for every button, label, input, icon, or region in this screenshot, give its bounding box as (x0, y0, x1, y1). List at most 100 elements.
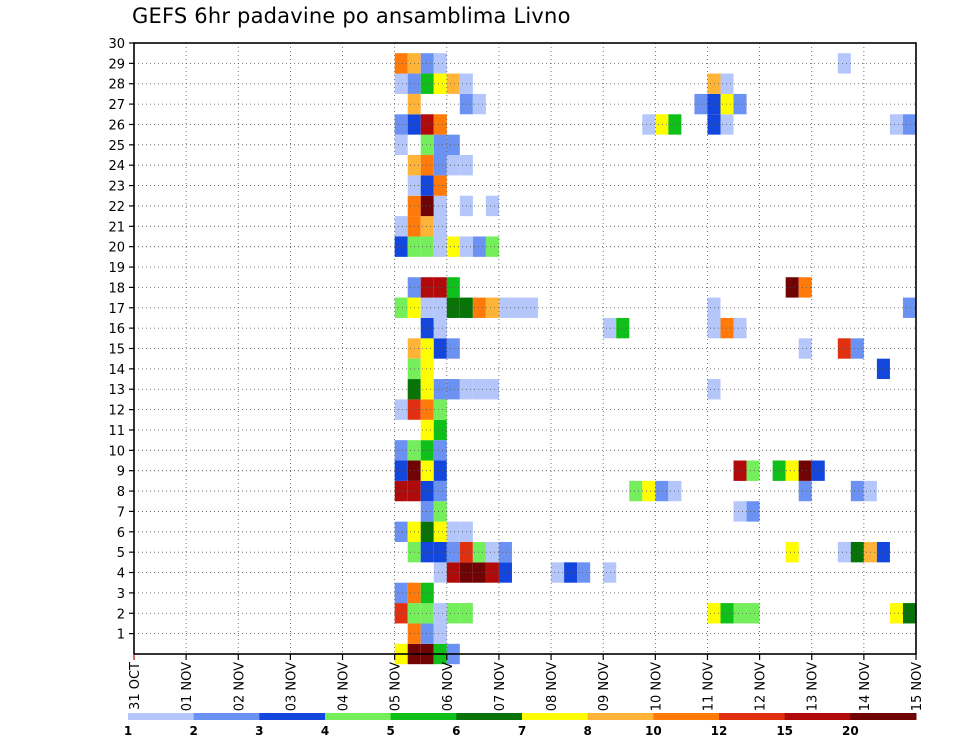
colorbar-swatch (653, 713, 720, 720)
heatmap-cell (785, 277, 799, 298)
colorbar-label: 2 (189, 724, 197, 738)
heatmap-cell (498, 297, 512, 318)
colorbar-swatch (456, 713, 523, 720)
heatmap-cell (472, 541, 486, 563)
colorbar-label: 12 (711, 724, 728, 738)
heatmap-cell (603, 562, 617, 583)
y-tick-label: 4 (117, 567, 125, 582)
heatmap-cell (798, 480, 812, 502)
heatmap-cell (433, 134, 447, 156)
colorbar-swatch (128, 713, 195, 720)
y-tick-label: 1 (117, 628, 125, 643)
heatmap-cell (446, 541, 460, 563)
x-tick-label: 06 NOV (441, 662, 456, 711)
heatmap-cell (655, 480, 669, 502)
colorbar-label: 7 (518, 724, 526, 738)
heatmap-cell (420, 399, 434, 420)
heatmap-cell (446, 73, 460, 94)
heatmap-cell (603, 317, 617, 339)
heatmap-cell (394, 440, 408, 461)
heatmap-cell (420, 480, 434, 502)
colorbar: 1 2 3 4 5 6 7 8 10 12 15 20 (124, 713, 917, 738)
y-tick-label: 2 (117, 607, 125, 622)
heatmap-cell (394, 582, 408, 604)
x-tick-label: 03 NOV (284, 662, 299, 711)
colorbar-label: 1 (124, 724, 132, 738)
heatmap-cell (837, 541, 851, 563)
heatmap-cell (420, 419, 434, 441)
y-tick-label: 15 (108, 343, 125, 358)
heatmap-cell (498, 541, 512, 563)
y-tick-label: 10 (108, 444, 125, 459)
y-tick-label: 8 (117, 485, 125, 500)
x-tick-label: 15 NOV (910, 662, 925, 711)
heatmap-cell (420, 460, 434, 481)
heatmap-cell (746, 501, 760, 522)
colorbar-label: 3 (255, 724, 263, 738)
x-axis: 31 OCT 01 NOV 02 NOV 03 NOV 04 NOV 05 NOV 06 N… (128, 654, 925, 711)
heatmap-cell (446, 277, 460, 298)
chart-title: GEFS 6hr padavine po ansamblima Livno (132, 4, 571, 28)
heatmap-cell (850, 541, 864, 563)
y-tick-label: 26 (108, 118, 125, 133)
heatmap-cell (420, 603, 434, 624)
x-tick-label: 02 NOV (232, 662, 247, 711)
heatmap-cell (446, 236, 460, 257)
heatmap-cell (433, 297, 447, 318)
x-tick-label: 10 NOV (649, 662, 664, 711)
heatmap-cell (850, 338, 864, 359)
heatmap-cell (420, 541, 434, 563)
heatmap-cell (433, 603, 447, 624)
heatmap-cell (707, 297, 721, 318)
heatmap-cell (433, 541, 447, 563)
x-tick-label: 01 NOV (180, 662, 195, 711)
heatmap-cell (733, 93, 747, 115)
y-tick-label: 17 (108, 302, 125, 317)
y-tick-label: 19 (108, 261, 125, 276)
heatmap-cell (420, 501, 434, 522)
heatmap-cell (525, 297, 539, 318)
heatmap-cell (420, 379, 434, 400)
heatmap-cell (394, 114, 408, 135)
x-tick-label: 11 NOV (701, 662, 716, 711)
colorbar-swatch (850, 713, 917, 720)
heatmap-cell (472, 93, 486, 115)
heatmap-cell (798, 460, 812, 481)
heatmap-cell (655, 114, 669, 135)
colorbar-label: 10 (645, 724, 662, 738)
y-tick-label: 25 (108, 139, 125, 154)
colorbar-swatch (193, 713, 260, 720)
heatmap-cell (394, 73, 408, 94)
heatmap-cell (420, 53, 434, 74)
y-tick-label: 6 (117, 526, 125, 541)
heatmap-cell (446, 379, 460, 400)
y-tick-label: 30 (108, 37, 125, 52)
heatmap-cell (720, 603, 734, 624)
y-tick-label: 14 (108, 363, 125, 378)
x-tick-label: 08 NOV (545, 662, 560, 711)
heatmap-cell (850, 480, 864, 502)
heatmap-cell (433, 317, 447, 339)
heatmap-cell (876, 358, 890, 380)
heatmap-cell (446, 521, 460, 542)
heatmap-cell (472, 379, 486, 400)
heatmap-cell (420, 73, 434, 94)
heatmap-cell (420, 623, 434, 644)
colorbar-label: 15 (776, 724, 793, 738)
heatmap-cell (902, 114, 916, 135)
heatmap-cell (642, 480, 656, 502)
heatmap-cell (707, 114, 721, 135)
cells-layer (394, 53, 916, 665)
heatmap-cell (433, 440, 447, 461)
heatmap-cell (707, 379, 721, 400)
heatmap-cell (446, 338, 460, 359)
y-tick-label: 7 (117, 505, 125, 520)
heatmap-cell (394, 53, 408, 74)
heatmap-cell (577, 562, 591, 583)
heatmap-cell (889, 603, 903, 624)
heatmap-cell (420, 317, 434, 339)
heatmap-cell (394, 236, 408, 257)
heatmap-cell (485, 379, 499, 400)
y-axis: 1234567891011121314151617181920212223242… (108, 37, 134, 643)
heatmap-cell (733, 317, 747, 339)
